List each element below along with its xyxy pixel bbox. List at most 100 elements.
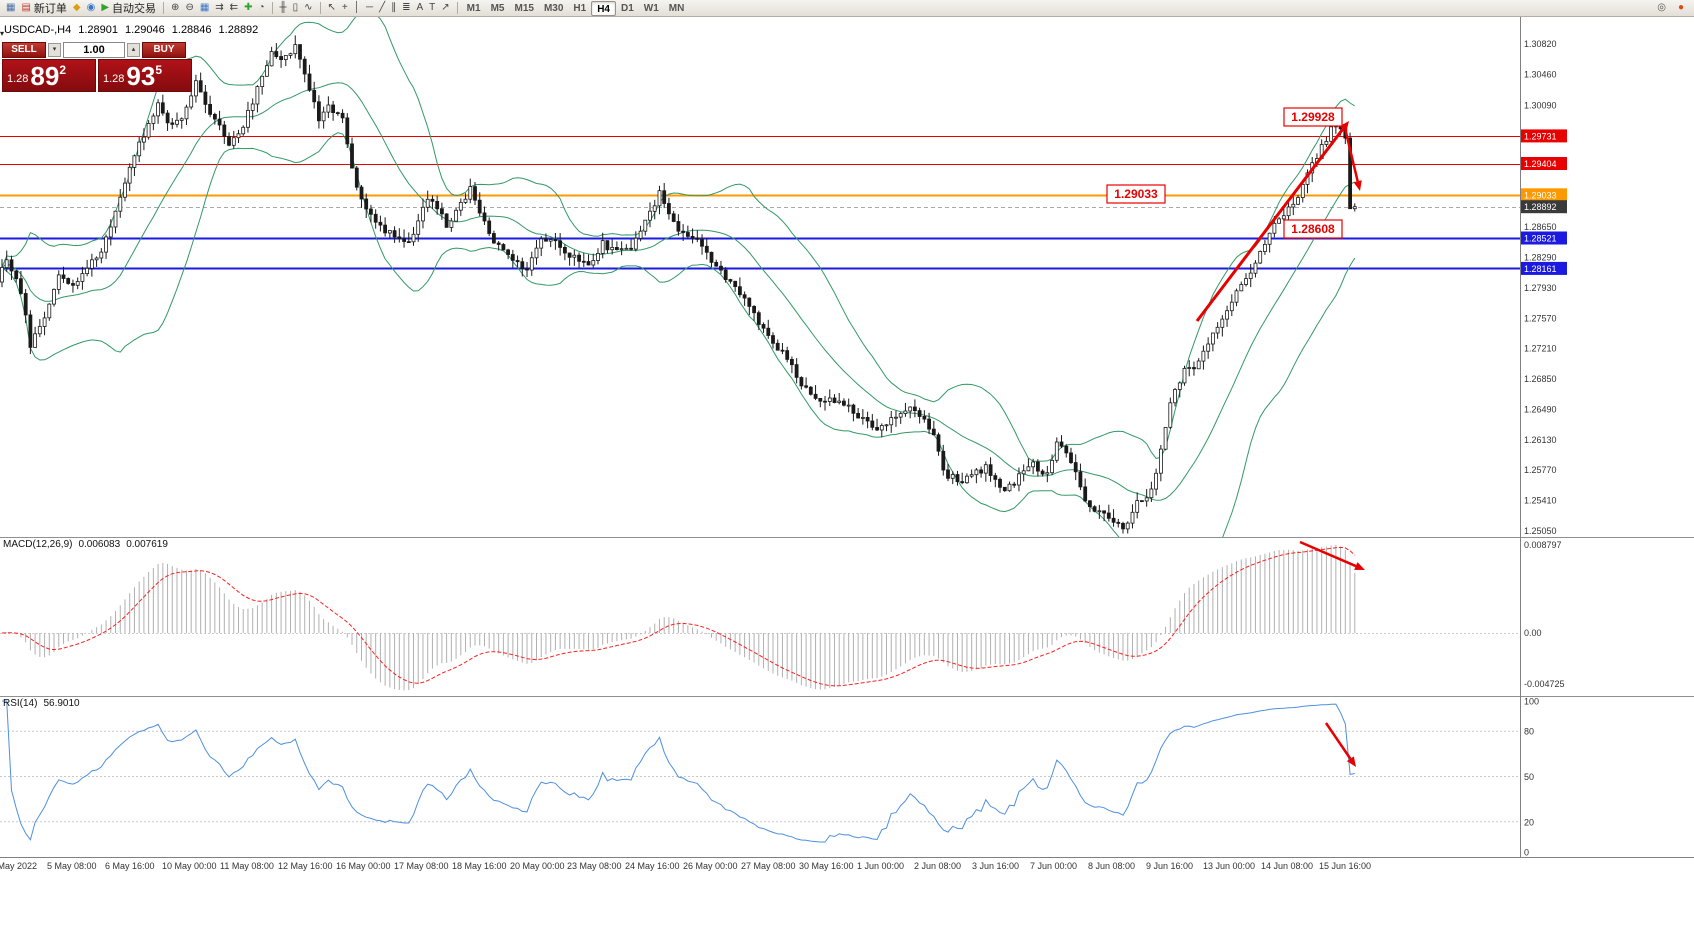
search-icon: ◎ (1657, 2, 1666, 13)
ohlc-close: 1.28892 (218, 24, 259, 36)
vertical-line-icon: │ (353, 2, 360, 13)
auto-scroll-icon: ⇉ (215, 2, 224, 13)
candlestick-chart-icon: ▯ (292, 2, 299, 13)
timeframe-m30-button[interactable]: M30 (543, 2, 564, 14)
buy-price-display[interactable]: 1.28 93 5 (98, 59, 192, 92)
price-flag-text: 1.28608 (1291, 222, 1335, 236)
timeframe-m5-button[interactable]: M5 (490, 2, 505, 14)
alert-icon[interactable]: ● (1675, 1, 1687, 16)
alert-icon: ● (1677, 2, 1684, 13)
price-axis-label: 1.30460 (1524, 69, 1557, 79)
auto-scroll-icon[interactable]: ⇉ (212, 1, 226, 16)
candlestick-chart-icon[interactable]: ▯ (290, 1, 302, 16)
price-flag[interactable]: 1.29033 (1106, 184, 1166, 204)
timeframe-d1-button[interactable]: D1 (620, 2, 634, 14)
timeframe-m15-button[interactable]: M15 (514, 2, 534, 14)
time-axis-label: 12 May 16:00 (278, 861, 333, 871)
time-axis-label: 7 Jun 00:00 (1030, 861, 1078, 871)
mql5-market-icon[interactable]: ◆ (70, 1, 84, 16)
new-chart-icon[interactable]: ▦ (3, 1, 18, 16)
macd-indicator-header: MACD(12,26,9) 0.006083 0.007619 (3, 539, 168, 550)
tile-windows-icon[interactable]: ▦ (197, 1, 212, 16)
one-click-trading-panel: ▾ SELL ▾ ▴ BUY 1.28 89 2 1.28 93 5 (0, 29, 194, 92)
channel-icon[interactable]: ∥ (388, 1, 399, 16)
price-axis-badge: 1.28521 (1524, 234, 1557, 244)
time-axis-label: 18 May 16:00 (452, 861, 507, 871)
crosshair-icon[interactable]: + (339, 1, 351, 16)
new-order-button[interactable]: ▤ 新订单 (18, 1, 69, 16)
vertical-line-icon[interactable]: │ (351, 1, 363, 16)
label-icon[interactable]: T (426, 1, 438, 16)
macd-axis-label: -0.004725 (1524, 679, 1565, 689)
trendline-icon[interactable]: ╱ (376, 1, 388, 16)
cursor-icon[interactable]: ↖ (325, 1, 339, 16)
volume-input[interactable] (63, 41, 125, 58)
macd-axis-label: 0.008797 (1524, 540, 1562, 550)
sell-button[interactable]: SELL (2, 41, 46, 58)
indicators-icon: ✚ (244, 2, 253, 13)
macd-label: MACD(12,26,9) (3, 539, 73, 550)
rsi-value: 56.9010 (43, 698, 80, 709)
price-axis-label: 1.25410 (1524, 496, 1557, 506)
zoom-out-icon: ⊖ (185, 2, 194, 13)
symbol-timeframe-label: USDCAD-,H4 (4, 24, 72, 36)
rsi-arrow[interactable] (1324, 722, 1356, 767)
text-icon: A (416, 2, 424, 13)
line-chart-icon[interactable]: ∿ (301, 1, 315, 16)
time-axis-label: 11 May 08:00 (220, 861, 274, 871)
time-axis-label: 6 May 16:00 (105, 861, 155, 871)
macd-main-value: 0.006083 (78, 539, 121, 550)
timeframe-m1-button[interactable]: M1 (466, 2, 481, 14)
new-order-button: ▤ (21, 2, 31, 13)
fibonacci-icon[interactable]: ≣ (399, 1, 413, 16)
search-icon[interactable]: ◎ (1654, 1, 1669, 16)
time-axis-label: 17 May 08:00 (394, 861, 449, 871)
indicators-icon[interactable]: ✚ (241, 1, 255, 16)
macd-panel-canvas[interactable]: 0.008797 0.00 -0.004725 (0, 537, 1694, 696)
timeframe-mn-button[interactable]: MN (668, 2, 685, 14)
price-flag[interactable]: 1.28608 (1283, 219, 1343, 239)
price-axis-badge: 1.29731 (1524, 131, 1557, 141)
chart-ohlc-info: USDCAD-,H4 1.28901 1.29046 1.28846 1.288… (4, 24, 258, 36)
buy-button[interactable]: BUY (142, 41, 186, 58)
community-icon[interactable]: ◉ (84, 1, 99, 16)
time-axis-label: 5 May 08:00 (47, 861, 97, 871)
chart-shift-icon[interactable]: ⇇ (227, 1, 241, 16)
volume-increase-button[interactable]: ▴ (127, 42, 140, 57)
timeframe-h1-button[interactable]: H1 (573, 2, 587, 14)
ohlc-high: 1.29046 (125, 24, 165, 36)
price-axis-label: 1.26130 (1524, 435, 1557, 445)
bar-chart-icon[interactable]: ╫ (277, 1, 290, 16)
macd-arrow[interactable] (1299, 540, 1365, 570)
time-axis-label: 30 May 16:00 (799, 861, 854, 871)
horizontal-line-icon[interactable]: ─ (363, 1, 376, 16)
main-toolbar: ▦ ▤ 新订单 ◆ ◉ ▶ 自动交易 ⊕ ⊖ ▦ ⇉ ⇇ ✚ ◔ ╫ ▯ ∿ ↖ + │ ─ ╱ ∥ ≣ A T ↗ M1 M5 M15 M… (0, 0, 1694, 17)
zoom-in-icon[interactable]: ⊕ (168, 1, 182, 16)
text-icon[interactable]: A (414, 1, 427, 16)
sell-price-display[interactable]: 1.28 89 2 (2, 59, 96, 92)
rsi-label: RSI(14) (3, 698, 38, 709)
one-click-price-row: 1.28 89 2 1.28 93 5 (2, 59, 194, 92)
auto-trading-button[interactable]: ▶ 自动交易 (98, 1, 159, 16)
volume-decrease-button[interactable]: ▾ (48, 42, 61, 57)
macd-histogram (6, 545, 1356, 691)
rsi-axis-label: 100 (1524, 697, 1539, 707)
one-click-collapse-arrow[interactable]: ▾ (0, 29, 5, 38)
rsi-axis-label: 80 (1524, 727, 1534, 737)
price-chart-canvas[interactable]: 1.29928 1.29033 1.28608 1.30820 1.30460 1.300… (0, 17, 1694, 537)
trend-arrow[interactable] (1342, 123, 1362, 191)
time-axis[interactable]: 5 May 2022 5 May 08:00 6 May 16:00 10 May 0… (0, 857, 1694, 875)
timeframe-w1-button[interactable]: W1 (643, 2, 659, 14)
periods-icon[interactable]: ◔ (255, 1, 267, 16)
price-flag-text: 1.29033 (1114, 187, 1158, 201)
time-axis-label: 13 Jun 00:00 (1203, 861, 1256, 871)
timeframe-h4-button[interactable]: H4 (591, 0, 616, 16)
buy-price-sup: 5 (155, 63, 163, 77)
price-flag[interactable]: 1.29928 (1283, 107, 1343, 127)
price-axis-badge: 1.29404 (1524, 159, 1557, 169)
tile-windows-icon: ▦ (199, 2, 210, 13)
zoom-out-icon[interactable]: ⊖ (182, 1, 196, 16)
macd-axis-label: 0.00 (1524, 628, 1542, 638)
arrow-tool-icon[interactable]: ↗ (438, 1, 452, 16)
rsi-panel-canvas[interactable]: 100 80 50 20 0 (0, 696, 1694, 857)
